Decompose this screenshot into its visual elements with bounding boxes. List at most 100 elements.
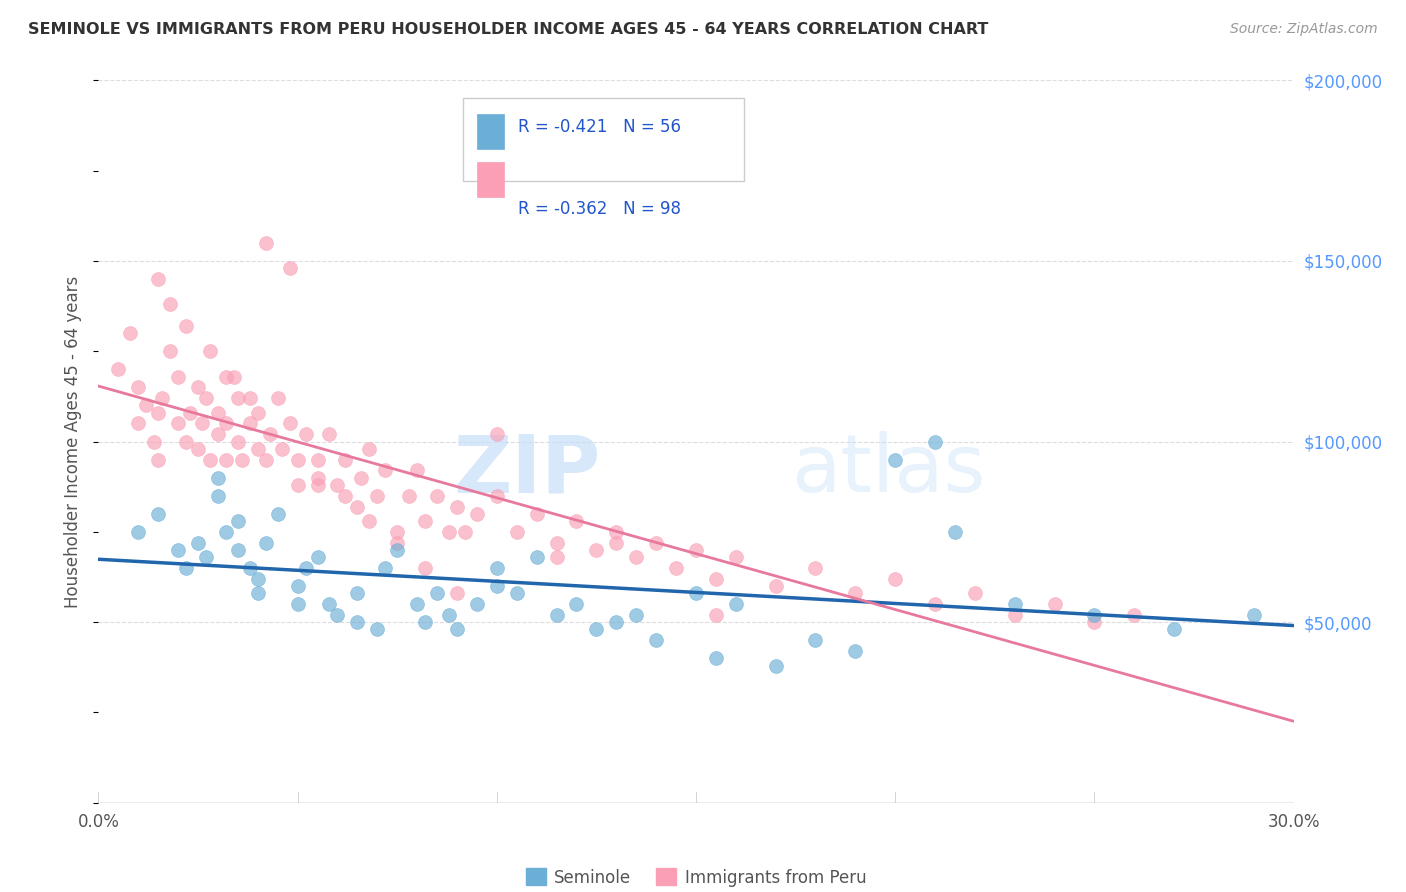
Point — [294, 427, 316, 442]
Point — [278, 417, 301, 431]
Point — [148, 452, 170, 467]
Point — [143, 434, 166, 449]
Point — [943, 524, 966, 539]
Point — [485, 561, 508, 575]
Point — [174, 434, 197, 449]
Point — [187, 535, 209, 549]
Point — [350, 470, 373, 484]
Point — [565, 514, 588, 528]
Point — [366, 489, 388, 503]
Point — [1163, 623, 1185, 637]
Point — [226, 514, 249, 528]
Point — [195, 391, 218, 405]
Point — [226, 391, 249, 405]
Point — [239, 561, 262, 575]
Point — [963, 586, 986, 600]
Point — [765, 579, 787, 593]
Point — [1243, 607, 1265, 622]
Point — [884, 452, 907, 467]
Point — [148, 406, 170, 420]
Point — [287, 452, 309, 467]
Point — [565, 597, 588, 611]
Text: ZIP: ZIP — [453, 432, 600, 509]
Point — [120, 326, 142, 340]
Point — [645, 535, 668, 549]
Point — [215, 417, 238, 431]
Point — [254, 452, 277, 467]
Point — [287, 597, 309, 611]
Point — [307, 452, 329, 467]
Point — [191, 417, 214, 431]
Point — [426, 586, 449, 600]
Point — [278, 261, 301, 276]
Point — [215, 452, 238, 467]
Point — [179, 406, 201, 420]
Point — [724, 597, 747, 611]
Point — [374, 561, 396, 575]
Point — [318, 427, 340, 442]
Point — [465, 507, 488, 521]
Point — [127, 380, 149, 394]
Point — [1083, 615, 1105, 630]
Point — [485, 489, 508, 503]
Point — [148, 272, 170, 286]
Point — [724, 550, 747, 565]
Point — [326, 478, 349, 492]
Point — [135, 398, 157, 412]
Point — [546, 607, 568, 622]
Point — [187, 442, 209, 456]
Point — [127, 417, 149, 431]
Point — [335, 489, 357, 503]
Point — [398, 489, 420, 503]
Text: R = -0.421   N = 56: R = -0.421 N = 56 — [517, 118, 681, 136]
Point — [506, 524, 529, 539]
Point — [254, 535, 277, 549]
Text: atlas: atlas — [792, 432, 986, 509]
Point — [326, 607, 349, 622]
Point — [605, 615, 627, 630]
Point — [307, 470, 329, 484]
Point — [215, 369, 238, 384]
Point — [346, 615, 368, 630]
Point — [127, 524, 149, 539]
Bar — [477, 162, 503, 196]
Point — [198, 452, 221, 467]
Point — [704, 651, 727, 665]
Point — [246, 442, 269, 456]
Point — [446, 623, 468, 637]
Y-axis label: Householder Income Ages 45 - 64 years: Householder Income Ages 45 - 64 years — [65, 276, 83, 607]
Point — [585, 623, 607, 637]
Point — [626, 550, 648, 565]
Point — [413, 514, 436, 528]
Point — [226, 542, 249, 557]
Point — [884, 572, 907, 586]
Point — [307, 478, 329, 492]
Point — [294, 561, 316, 575]
Bar — [477, 114, 503, 149]
Point — [148, 507, 170, 521]
Point — [804, 561, 827, 575]
Point — [1004, 597, 1026, 611]
Text: R = -0.362   N = 98: R = -0.362 N = 98 — [517, 200, 681, 218]
Point — [585, 542, 607, 557]
Point — [359, 514, 381, 528]
Point — [150, 391, 173, 405]
Point — [167, 417, 190, 431]
Point — [506, 586, 529, 600]
Point — [605, 535, 627, 549]
Point — [287, 478, 309, 492]
Point — [318, 597, 340, 611]
Point — [195, 550, 218, 565]
Point — [222, 369, 245, 384]
Point — [385, 524, 409, 539]
Point — [374, 463, 396, 477]
Point — [685, 586, 707, 600]
Point — [844, 586, 866, 600]
Point — [174, 561, 197, 575]
Point — [1004, 607, 1026, 622]
Point — [437, 524, 460, 539]
Point — [359, 442, 381, 456]
Point — [198, 344, 221, 359]
Point — [413, 615, 436, 630]
Point — [446, 586, 468, 600]
